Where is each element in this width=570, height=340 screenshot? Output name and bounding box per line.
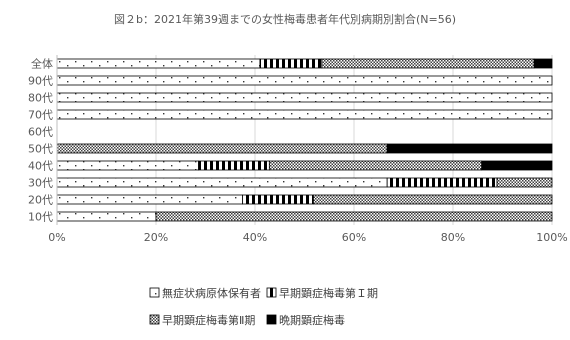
bar-segment (313, 194, 553, 205)
x-tick-label: 100% (536, 231, 567, 244)
legend-swatch (149, 314, 160, 325)
y-tick-label: 全体 (31, 57, 53, 71)
bar-segment (56, 143, 388, 154)
bar-segment (242, 194, 314, 205)
bar-segment (481, 160, 553, 171)
x-tick-label: 80% (441, 231, 465, 244)
bar-segment (56, 211, 157, 222)
bar-segment (321, 58, 535, 69)
bar-segment (56, 160, 199, 171)
legend-label: 無症状病原体保有者 (162, 286, 261, 300)
y-tick-label: 20代 (28, 194, 53, 207)
y-tick-label: 10代 (28, 211, 53, 224)
bar-segment (386, 143, 553, 154)
bar-segment (56, 109, 553, 120)
bar-segment (56, 75, 553, 86)
bar-segment (56, 58, 261, 69)
bar-segment (155, 211, 553, 222)
y-tick-label: 90代 (28, 75, 53, 88)
chart-title: 図２b：2021年第39週までの女性梅毒患者年代別病期別割合(N=56) (114, 12, 456, 26)
x-tick-label: 60% (342, 231, 366, 244)
legend-label: 晩期顕症梅毒 (279, 313, 345, 327)
x-tick-label: 40% (243, 231, 267, 244)
bar-segment (268, 160, 483, 171)
y-tick-label: 40代 (28, 160, 53, 173)
bar-segment (198, 160, 270, 171)
legend-swatch (266, 287, 277, 298)
y-tick-label: 70代 (28, 109, 53, 122)
y-tick-label: 60代 (28, 126, 53, 139)
bar-segment (259, 58, 323, 69)
legend-label: 早期顕症梅毒第Ⅱ期 (162, 313, 255, 327)
legend-swatch (149, 287, 160, 298)
y-tick-label: 80代 (28, 92, 53, 105)
x-tick-label: 20% (144, 231, 168, 244)
x-tick-label: 0% (48, 231, 65, 244)
bar-segment (496, 177, 553, 188)
bar-segment (56, 194, 244, 205)
y-tick-label: 50代 (28, 143, 53, 156)
legend-swatch (266, 314, 277, 325)
plot-area: 0% 20% 40% 60% 80% 100% 全体 90代 80代 70代 60代 50代 40代 30… (28, 55, 568, 244)
bar-segment (533, 58, 553, 69)
bar-segment (56, 92, 553, 103)
bar-segment (386, 177, 498, 188)
legend-label: 早期顕症梅毒第Ｉ期 (279, 286, 378, 300)
bar-segment (56, 177, 388, 188)
y-tick-label: 30代 (28, 177, 53, 190)
